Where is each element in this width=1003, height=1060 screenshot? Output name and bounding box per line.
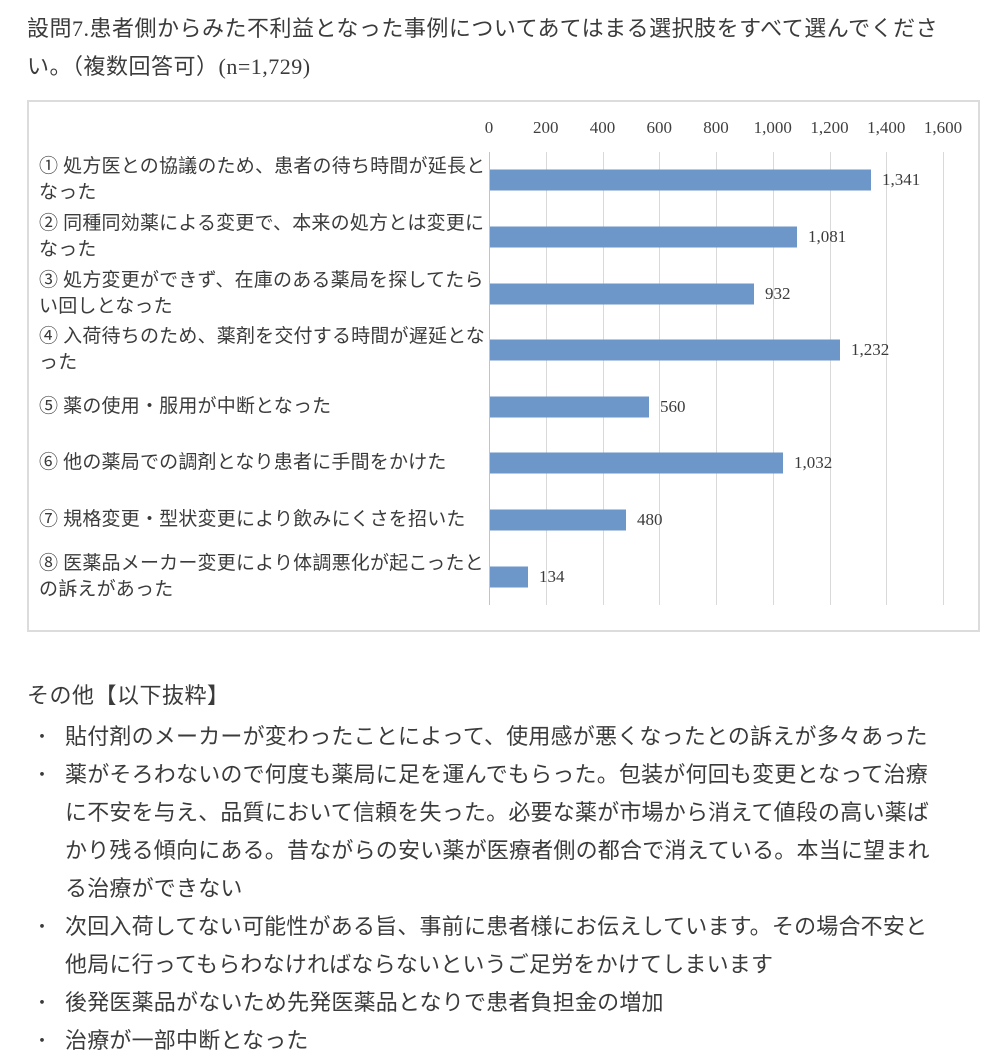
other-bullet-item: ・後発医薬品がないため先発医薬品となりで患者負担金の増加 xyxy=(27,984,932,1022)
x-tick-label: 200 xyxy=(533,118,559,137)
value-label: 1,081 xyxy=(808,226,847,246)
bullet-text: 次回入荷してない可能性がある旨、事前に患者様にお伝えしています。その場合不安と他… xyxy=(65,914,928,977)
bullet-text: 後発医薬品がないため先発医薬品となりで患者負担金の増加 xyxy=(65,990,664,1015)
bar-track: 480 xyxy=(489,492,974,549)
other-heading: その他【以下抜粋】 xyxy=(27,683,230,708)
category-label: ⑥ 他の薬局での調剤となり患者に手間をかけた xyxy=(39,452,447,474)
x-tick-label: 1,400 xyxy=(867,118,906,137)
bar-track: 1,341 xyxy=(489,152,974,209)
bar xyxy=(490,339,840,361)
other-bullet-item: ・治療が一部中断となった xyxy=(27,1022,932,1060)
value-label: 560 xyxy=(660,396,686,416)
category-label: ④ 入荷待ちのため、薬剤を交付する時間が遅延となった xyxy=(39,326,485,374)
bullet-dot: ・ xyxy=(33,727,52,747)
x-tick-label: 0 xyxy=(484,118,494,137)
bar xyxy=(490,566,528,588)
value-label: 1,341 xyxy=(882,170,921,190)
other-bullet-item: ・次回入荷してない可能性がある旨、事前に患者様にお伝えしています。その場合不安と… xyxy=(27,908,932,984)
bar-track: 134 xyxy=(489,548,974,605)
chart-rows: ① 処方医との協議のため、患者の待ち時間が延長となった 1,341 ② 同種同効薬に… xyxy=(39,152,974,605)
bar-track: 560 xyxy=(489,379,974,436)
bar xyxy=(490,169,871,191)
category-label: ⑤ 薬の使用・服用が中断となった xyxy=(39,395,332,417)
gridline xyxy=(773,152,774,605)
chart-row: ④ 入荷待ちのため、薬剤を交付する時間が遅延となった 1,232 xyxy=(39,322,974,379)
bullet-text: 治療が一部中断となった xyxy=(65,1028,309,1053)
category-label: ⑧ 医薬品メーカー変更により体調悪化が起こったとの訴えがあった xyxy=(39,552,484,600)
question-title: 設問7.患者側からみた不利益となった事例についてあてはまる選択肢をすべて選んでく… xyxy=(27,16,939,79)
other-comments-section: その他【以下抜粋】 ・貼付剤のメーカーが変わったことによって、使用感が悪くなった… xyxy=(27,678,985,1060)
gridline xyxy=(546,152,547,605)
chart-row: ⑦ 規格変更・型状変更により飲みにくさを招いた 480 xyxy=(39,492,974,549)
bullet-dot: ・ xyxy=(33,1031,52,1051)
value-label: 1,032 xyxy=(794,453,833,473)
bullet-dot: ・ xyxy=(33,917,52,937)
bar xyxy=(490,283,754,305)
bullet-dot: ・ xyxy=(33,993,52,1013)
x-tick-label: 1,600 xyxy=(923,118,963,137)
bullet-text: 貼付剤のメーカーが変わったことによって、使用感が悪くなったとの訴えが多々あった xyxy=(65,724,928,749)
chart-row: ① 処方医との協議のため、患者の待ち時間が延長となった 1,341 xyxy=(39,152,974,209)
gridline xyxy=(943,152,944,605)
value-label: 134 xyxy=(539,566,565,586)
category-label: ② 同種同効薬による変更で、本来の処方とは変更になった xyxy=(39,212,485,260)
x-tick-label: 800 xyxy=(703,118,729,137)
gridline xyxy=(830,152,831,605)
bar xyxy=(490,396,649,418)
gridline xyxy=(603,152,604,605)
chart-row: ⑥ 他の薬局での調剤となり患者に手間をかけた 1,032 xyxy=(39,435,974,492)
bullet-dot: ・ xyxy=(33,765,52,785)
bar-track: 1,081 xyxy=(489,209,974,266)
x-tick-label: 600 xyxy=(646,118,673,137)
other-bullet-list: ・貼付剤のメーカーが変わったことによって、使用感が悪くなったとの訴えが多々あった… xyxy=(27,718,932,1060)
chart-row: ② 同種同効薬による変更で、本来の処方とは変更になった 1,081 xyxy=(39,209,974,266)
x-tick-label: 1,000 xyxy=(753,118,792,137)
x-tick-label: 400 xyxy=(589,118,616,137)
other-bullet-item: ・貼付剤のメーカーが変わったことによって、使用感が悪くなったとの訴えが多々あった xyxy=(27,718,932,756)
chart-row: ⑧ 医薬品メーカー変更により体調悪化が起こったとの訴えがあった 134 xyxy=(39,548,974,605)
bar xyxy=(490,509,626,531)
category-label: ① 処方医との協議のため、患者の待ち時間が延長となった xyxy=(39,156,486,204)
bullet-text: 薬がそろわないので何度も薬局に足を運んでもらった。包装が何回も変更となって治療に… xyxy=(65,762,930,901)
gridline xyxy=(716,152,717,605)
other-bullet-item: ・薬がそろわないので何度も薬局に足を運んでもらった。包装が何回も変更となって治療… xyxy=(27,756,932,908)
bar-track: 1,232 xyxy=(489,322,974,379)
value-label: 932 xyxy=(765,283,791,303)
value-label: 480 xyxy=(637,510,663,530)
category-label: ⑦ 規格変更・型状変更により飲みにくさを招いた xyxy=(39,509,466,531)
gridline xyxy=(659,152,660,605)
gridline xyxy=(886,152,887,605)
chart-row: ⑤ 薬の使用・服用が中断となった 560 xyxy=(39,379,974,436)
category-label: ③ 処方変更ができず、在庫のある薬局を探してたらい回しとなった xyxy=(39,269,484,317)
bar xyxy=(490,226,797,248)
bar-track: 1,032 xyxy=(489,435,974,492)
value-label: 1,232 xyxy=(851,340,890,360)
chart-row: ③ 処方変更ができず、在庫のある薬局を探してたらい回しとなった 932 xyxy=(39,265,974,322)
value-axis-line xyxy=(489,152,490,605)
bar-track: 932 xyxy=(489,265,974,322)
bar xyxy=(490,452,783,474)
plot-area xyxy=(489,152,979,605)
bar-chart: 0 200 400 600 800 1,000 1,200 1,400 1,600 ① 処方医と… xyxy=(27,100,980,632)
x-tick-label: 1,200 xyxy=(810,118,849,137)
